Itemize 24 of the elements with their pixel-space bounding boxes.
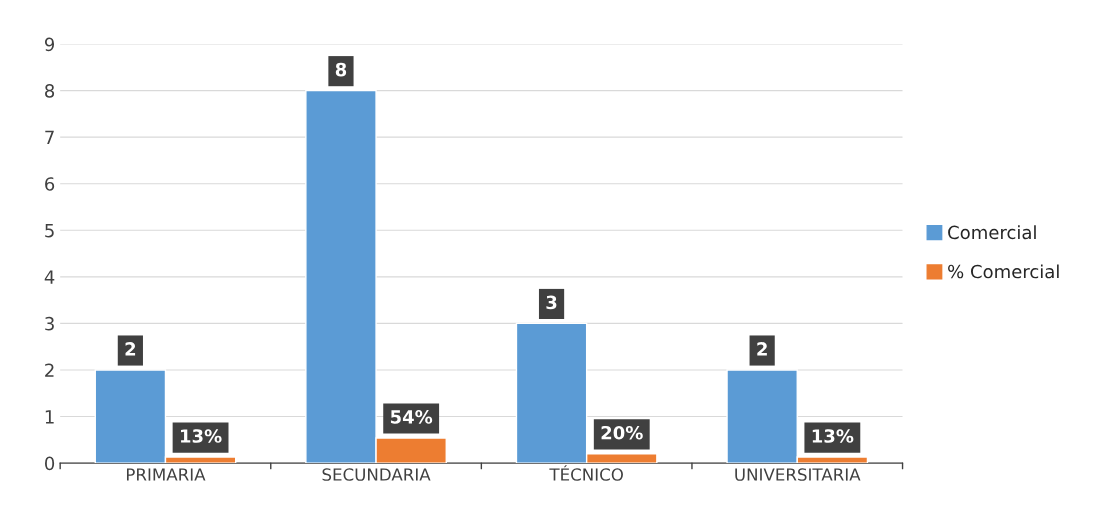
y-tick-label: 2 — [45, 363, 54, 377]
y-tick-label: 5 — [45, 223, 54, 238]
data-label: 8 — [335, 62, 347, 77]
y-tick-label: 1 — [45, 410, 54, 424]
y-tick-label: 4 — [44, 270, 55, 284]
legend-label: Comercial — [948, 225, 1036, 240]
y-tick-label: 9 — [44, 37, 55, 52]
x-tick-label: PRIMARIA — [126, 468, 206, 481]
data-label: 3 — [546, 295, 557, 310]
data-label: 20% — [601, 425, 643, 440]
y-tick-label: 8 — [45, 84, 55, 98]
x-tick-label: SECUNDARIA — [322, 468, 431, 481]
y-tick-label: 3 — [45, 316, 54, 331]
x-tick-label: TÉCNICO — [549, 465, 623, 481]
data-label: 2 — [125, 342, 136, 356]
y-tick-label: 7 — [45, 130, 54, 145]
x-tick-label: UNIVERSITARIA — [735, 468, 861, 481]
data-label: 54% — [390, 410, 433, 424]
legend-label: % Comercial — [948, 264, 1059, 279]
data-label: 13% — [180, 429, 222, 443]
data-label: 13% — [812, 429, 854, 443]
y-tick-label: 6 — [45, 177, 55, 191]
y-tick-label: 0 — [45, 456, 55, 471]
data-label: 2 — [757, 342, 767, 356]
